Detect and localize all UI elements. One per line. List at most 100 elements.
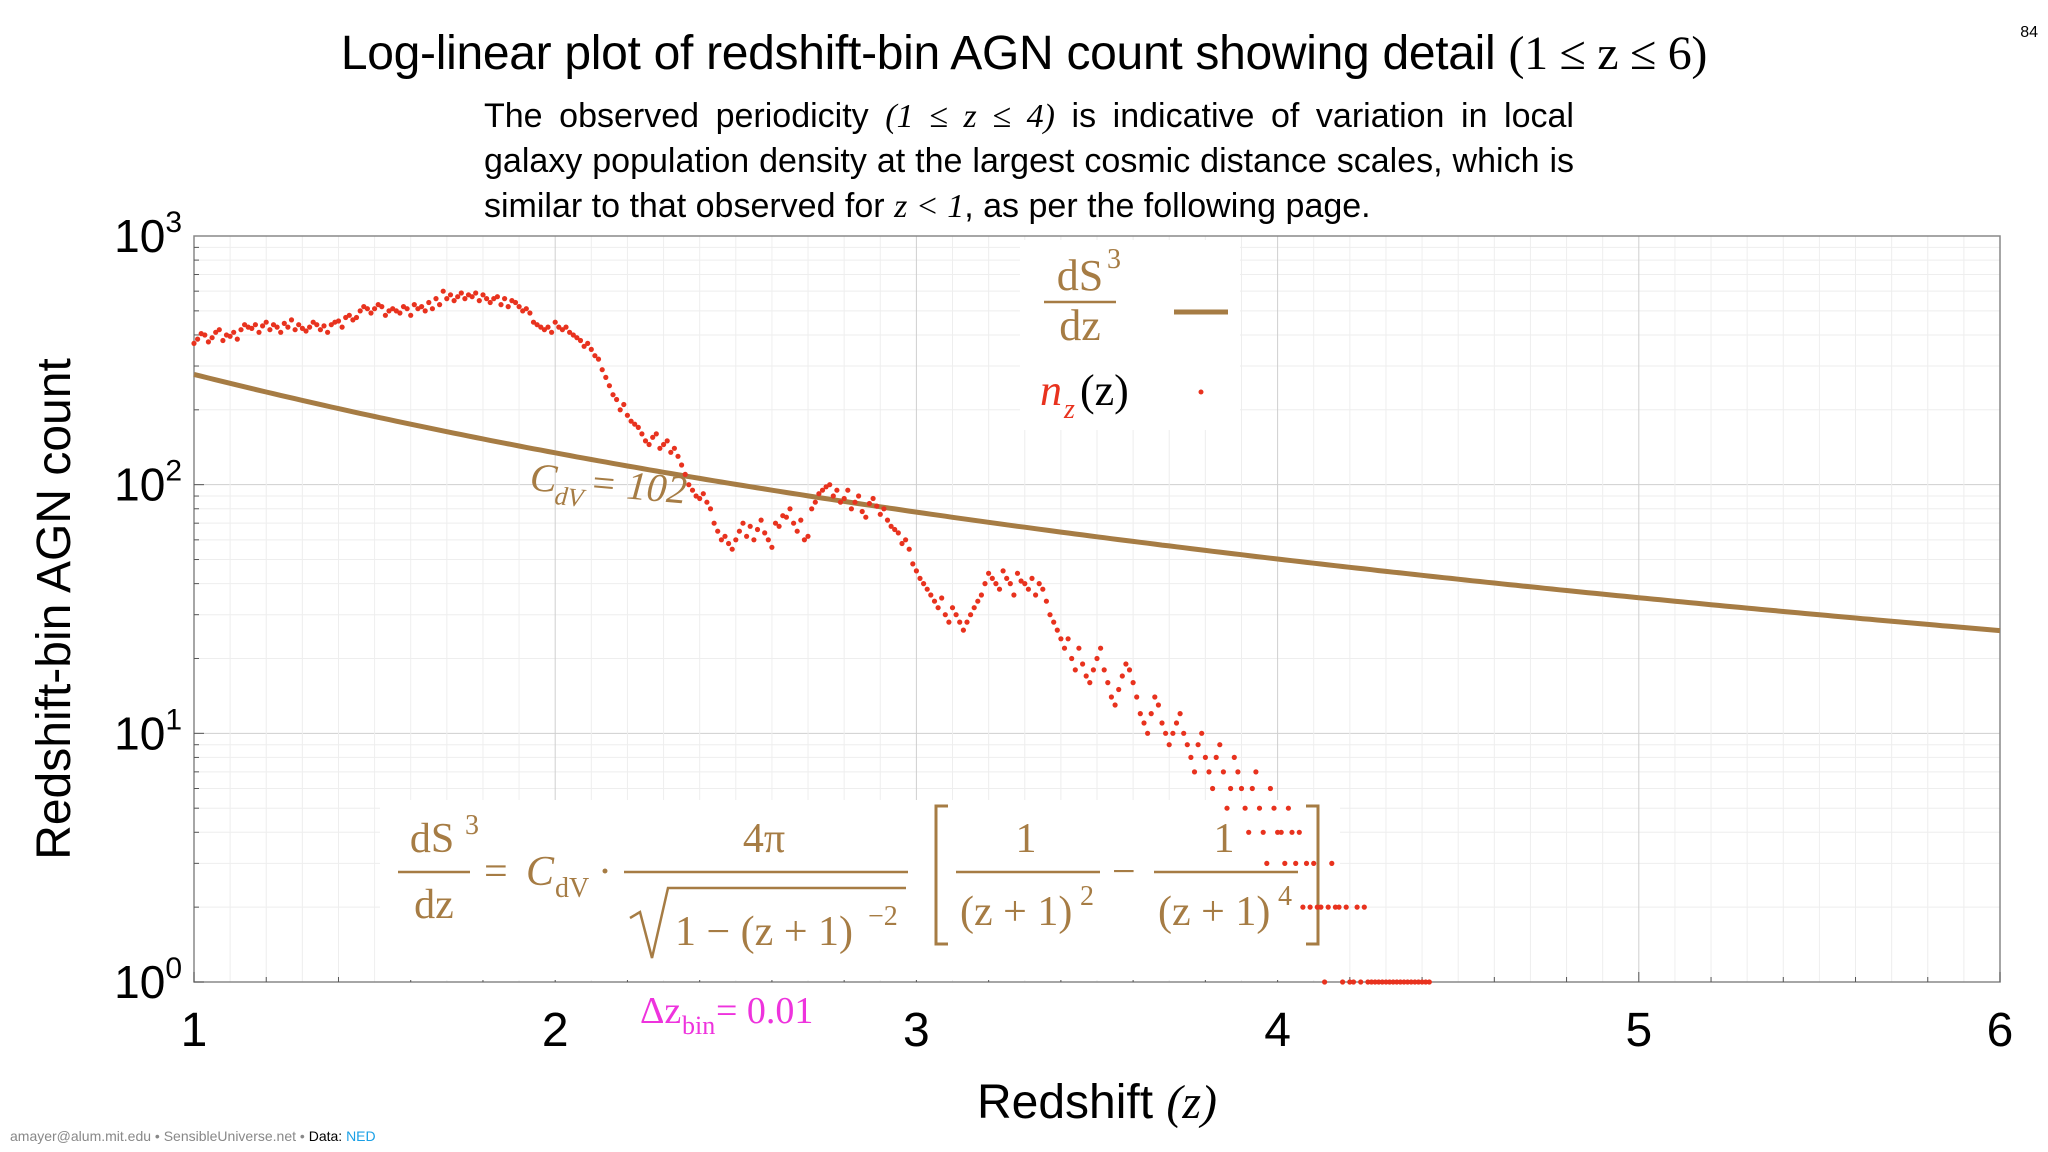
legend-points-n: n: [1040, 366, 1062, 415]
data-point: [650, 434, 656, 440]
data-point: [1354, 904, 1360, 910]
data-point: [299, 325, 305, 331]
bracket-right: [1306, 804, 1320, 946]
plot-frame: [193, 235, 2001, 983]
data-point: [1426, 979, 1432, 985]
data-point: [1264, 860, 1270, 867]
data-point: [765, 537, 771, 543]
x-tick-label: 1: [181, 1004, 208, 1057]
data-point: [1033, 592, 1039, 598]
data-point: [505, 304, 511, 310]
data-point: [227, 333, 233, 339]
data-point: [982, 581, 988, 587]
formula-t2-num: 1: [1214, 816, 1235, 862]
formula-t1-exp: 2: [1080, 881, 1094, 912]
data-point: [487, 299, 493, 306]
data-point: [1278, 829, 1284, 835]
data-point: [335, 318, 342, 324]
data-point: [1390, 979, 1396, 985]
data-point: [292, 327, 298, 333]
data-point: [455, 294, 461, 300]
data-point: [903, 537, 909, 543]
data-point: [1119, 673, 1125, 679]
data-point: [921, 581, 927, 587]
formula-background: [380, 800, 1340, 980]
data-point: [852, 499, 858, 505]
data-point: [772, 520, 779, 526]
data-point: [939, 595, 945, 601]
data-point: [216, 327, 222, 333]
data-point: [1217, 742, 1223, 748]
subtitle-part-3: , as per the following page.: [964, 187, 1371, 225]
data-point: [1195, 742, 1201, 748]
data-point: [433, 296, 439, 302]
data-point: [1419, 979, 1425, 985]
data-point: [1155, 702, 1161, 708]
data-point: [444, 296, 450, 302]
data-point: [1271, 805, 1277, 811]
data-point: [523, 306, 529, 312]
subtitle-part-1: The observed periodicity: [484, 97, 886, 135]
data-point: [437, 302, 443, 308]
data-point: [1260, 829, 1266, 835]
data-point: [628, 418, 634, 424]
data-point: [744, 533, 750, 539]
data-point: [1405, 979, 1411, 985]
data-point: [1235, 769, 1241, 775]
data-point: [339, 324, 345, 330]
data-point: [538, 324, 544, 330]
data-point: [664, 438, 670, 444]
data-point: [534, 322, 540, 328]
data-point: [1148, 711, 1154, 717]
data-point: [910, 561, 916, 567]
bin-width-sub: bin: [682, 1011, 715, 1040]
data-point: [1094, 655, 1100, 662]
data-point: [574, 335, 580, 341]
bracket-left: [934, 804, 948, 946]
data-point: [1368, 979, 1375, 985]
data-point: [931, 598, 938, 604]
data-point: [1076, 645, 1082, 651]
data-point: [1004, 575, 1010, 582]
data-point: [906, 546, 912, 552]
data-point: [397, 310, 403, 316]
data-point: [971, 605, 977, 611]
data-point: [1202, 754, 1208, 761]
formula-eq: =: [484, 849, 508, 895]
data-point: [798, 517, 804, 523]
data-point: [870, 495, 876, 502]
data-point: [1311, 860, 1317, 867]
data-point: [473, 290, 479, 296]
data-point: [917, 575, 923, 582]
data-point: [494, 294, 500, 300]
formula-c-sub: dV: [555, 873, 589, 904]
data-point: [751, 537, 757, 543]
data-point: [729, 546, 735, 552]
data-point: [801, 537, 808, 543]
data-point: [498, 302, 504, 308]
data-point: [812, 499, 818, 505]
data-point: [1101, 667, 1107, 673]
data-point: [379, 304, 385, 310]
data-point: [809, 506, 815, 512]
data-point: [1408, 979, 1414, 985]
data-point: [195, 336, 201, 342]
data-point: [736, 528, 743, 534]
y-tick-label: 102: [114, 455, 182, 511]
formula-lhs-sup: 3: [465, 810, 479, 841]
data-point: [1043, 598, 1049, 604]
data-point: [1296, 829, 1302, 835]
formula-t2-den: (z + 1): [1158, 889, 1270, 935]
data-point: [892, 526, 898, 533]
data-point: [353, 314, 360, 321]
data-point: [711, 520, 717, 526]
footer-data-source-link[interactable]: NED: [346, 1128, 376, 1144]
data-point: [296, 322, 302, 328]
legend: dS 3 dz n z (z): [1020, 240, 1240, 430]
data-point: [1123, 661, 1129, 667]
data-point: [516, 304, 522, 310]
data-point: [1293, 860, 1299, 867]
data-point: [577, 337, 584, 344]
page-subtitle: The observed periodicity (1 ≤ z ≤ 4) is …: [484, 94, 1574, 229]
data-point: [960, 627, 967, 633]
